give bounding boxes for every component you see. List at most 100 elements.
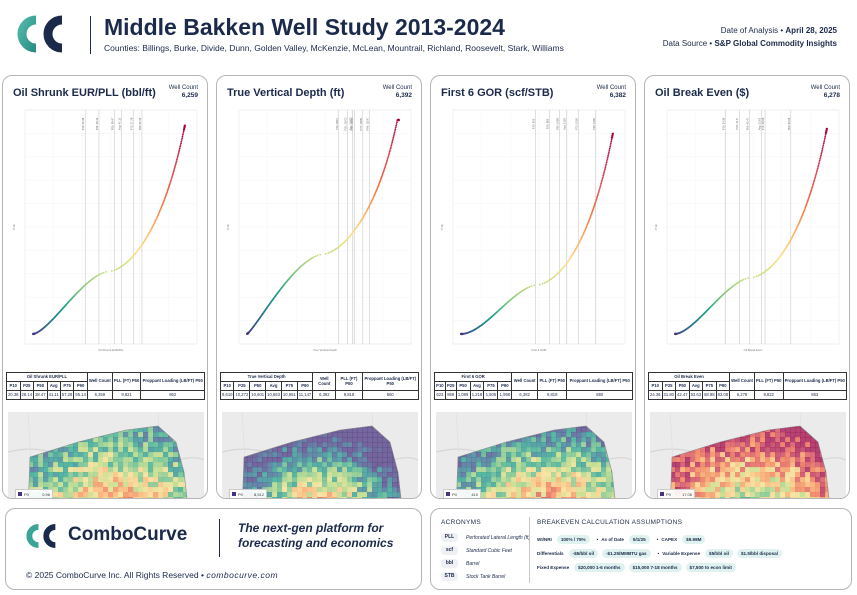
data-point [168,183,171,186]
map-cell [541,477,547,483]
map-cell [521,477,527,483]
map-cell [377,462,383,468]
map-cell [700,452,706,458]
map-cell [810,477,816,483]
map-cell [292,482,298,488]
map-cell [576,462,582,468]
map-cell [586,427,592,433]
map-cell [805,472,811,478]
map-cell [88,472,94,478]
map-cell [143,467,149,473]
map-cell [775,452,781,458]
map-cell [745,457,751,463]
map-cell [347,452,353,458]
map-cell [173,442,179,448]
map-cell [670,457,676,463]
map-cell [820,467,826,473]
table-cell: 6,382 [511,390,538,400]
map-cell [277,482,283,488]
map-cell [700,447,706,453]
map-cell [551,447,557,453]
table-header: Well Count [729,372,755,391]
map-cell [501,472,507,478]
map-cell [506,492,512,498]
map-cell [556,462,562,468]
map-cell [735,477,741,483]
map-cell [760,492,766,498]
map-cell [372,497,378,498]
map-cell [128,452,134,458]
map-cell [775,472,781,478]
map-cell [461,472,467,478]
map-cell [267,452,273,458]
map-cell [382,487,388,493]
map-cell [566,427,572,433]
percentile-label: P50: 10601 [350,117,354,131]
map-cell [715,472,721,478]
data-point [609,144,612,146]
map-cell [566,482,572,488]
map-cell [725,477,731,483]
map-cell [143,442,149,448]
map-cell [103,467,109,473]
map-cell [755,467,761,473]
map-cell [596,447,602,453]
table-cell: 1,089 [455,390,471,400]
data-point [809,192,812,195]
map-cell [312,492,318,498]
map-cell [262,482,268,488]
legend-item: P0 0.96 [18,491,50,498]
map-cell [740,497,746,498]
map-cell [581,477,587,483]
map-cell [148,442,154,448]
map-cell [78,497,84,498]
map-cell [372,462,378,468]
map-cell [561,457,567,463]
panel-title: Oil Break Even ($) [655,87,750,99]
map-cell [765,447,771,453]
map-cell [332,432,338,438]
map-cell [800,487,806,493]
map-cell [168,477,174,483]
map-cell [148,482,154,488]
map-cell [556,477,562,483]
map-cell [322,437,328,443]
map-cell [551,472,557,478]
map-cell [48,457,54,463]
map-cell [680,452,686,458]
map-cell [461,457,467,463]
data-point [329,251,332,254]
map-cell [795,477,801,483]
map-cell [163,467,169,473]
map-cell [43,462,49,468]
map-cell [576,497,582,498]
map-cell [571,492,577,498]
map-cell [795,467,801,473]
panel-0: Oil Shrunk EUR/PLL (bbl/ft) Well Count 6,2… [2,75,208,499]
map-cell [606,487,612,493]
map-cell [760,477,766,483]
map-cell [770,497,776,498]
table-cell: 57.28 [59,390,75,400]
stats-table: First 6 GOR Well Count PLL (FT) P50 Proppan… [433,372,633,400]
map-cell [158,472,164,478]
map-cell [43,452,49,458]
map-cell [78,467,84,473]
table-header: P75 [483,381,499,391]
map-cell [775,482,781,488]
map-cell [750,442,756,448]
map-cell [392,497,398,498]
map-cell [153,452,159,458]
map-cell [536,462,542,468]
map-cell [730,497,736,498]
map-cell [297,467,303,473]
data-point [170,176,173,179]
map-cell [720,467,726,473]
map-cell [810,497,816,498]
map-cell [93,437,99,443]
map-cell [785,472,791,478]
map-cell [820,462,826,468]
map-cell [307,447,313,453]
map-cell [372,442,378,448]
map-cell [312,457,318,463]
